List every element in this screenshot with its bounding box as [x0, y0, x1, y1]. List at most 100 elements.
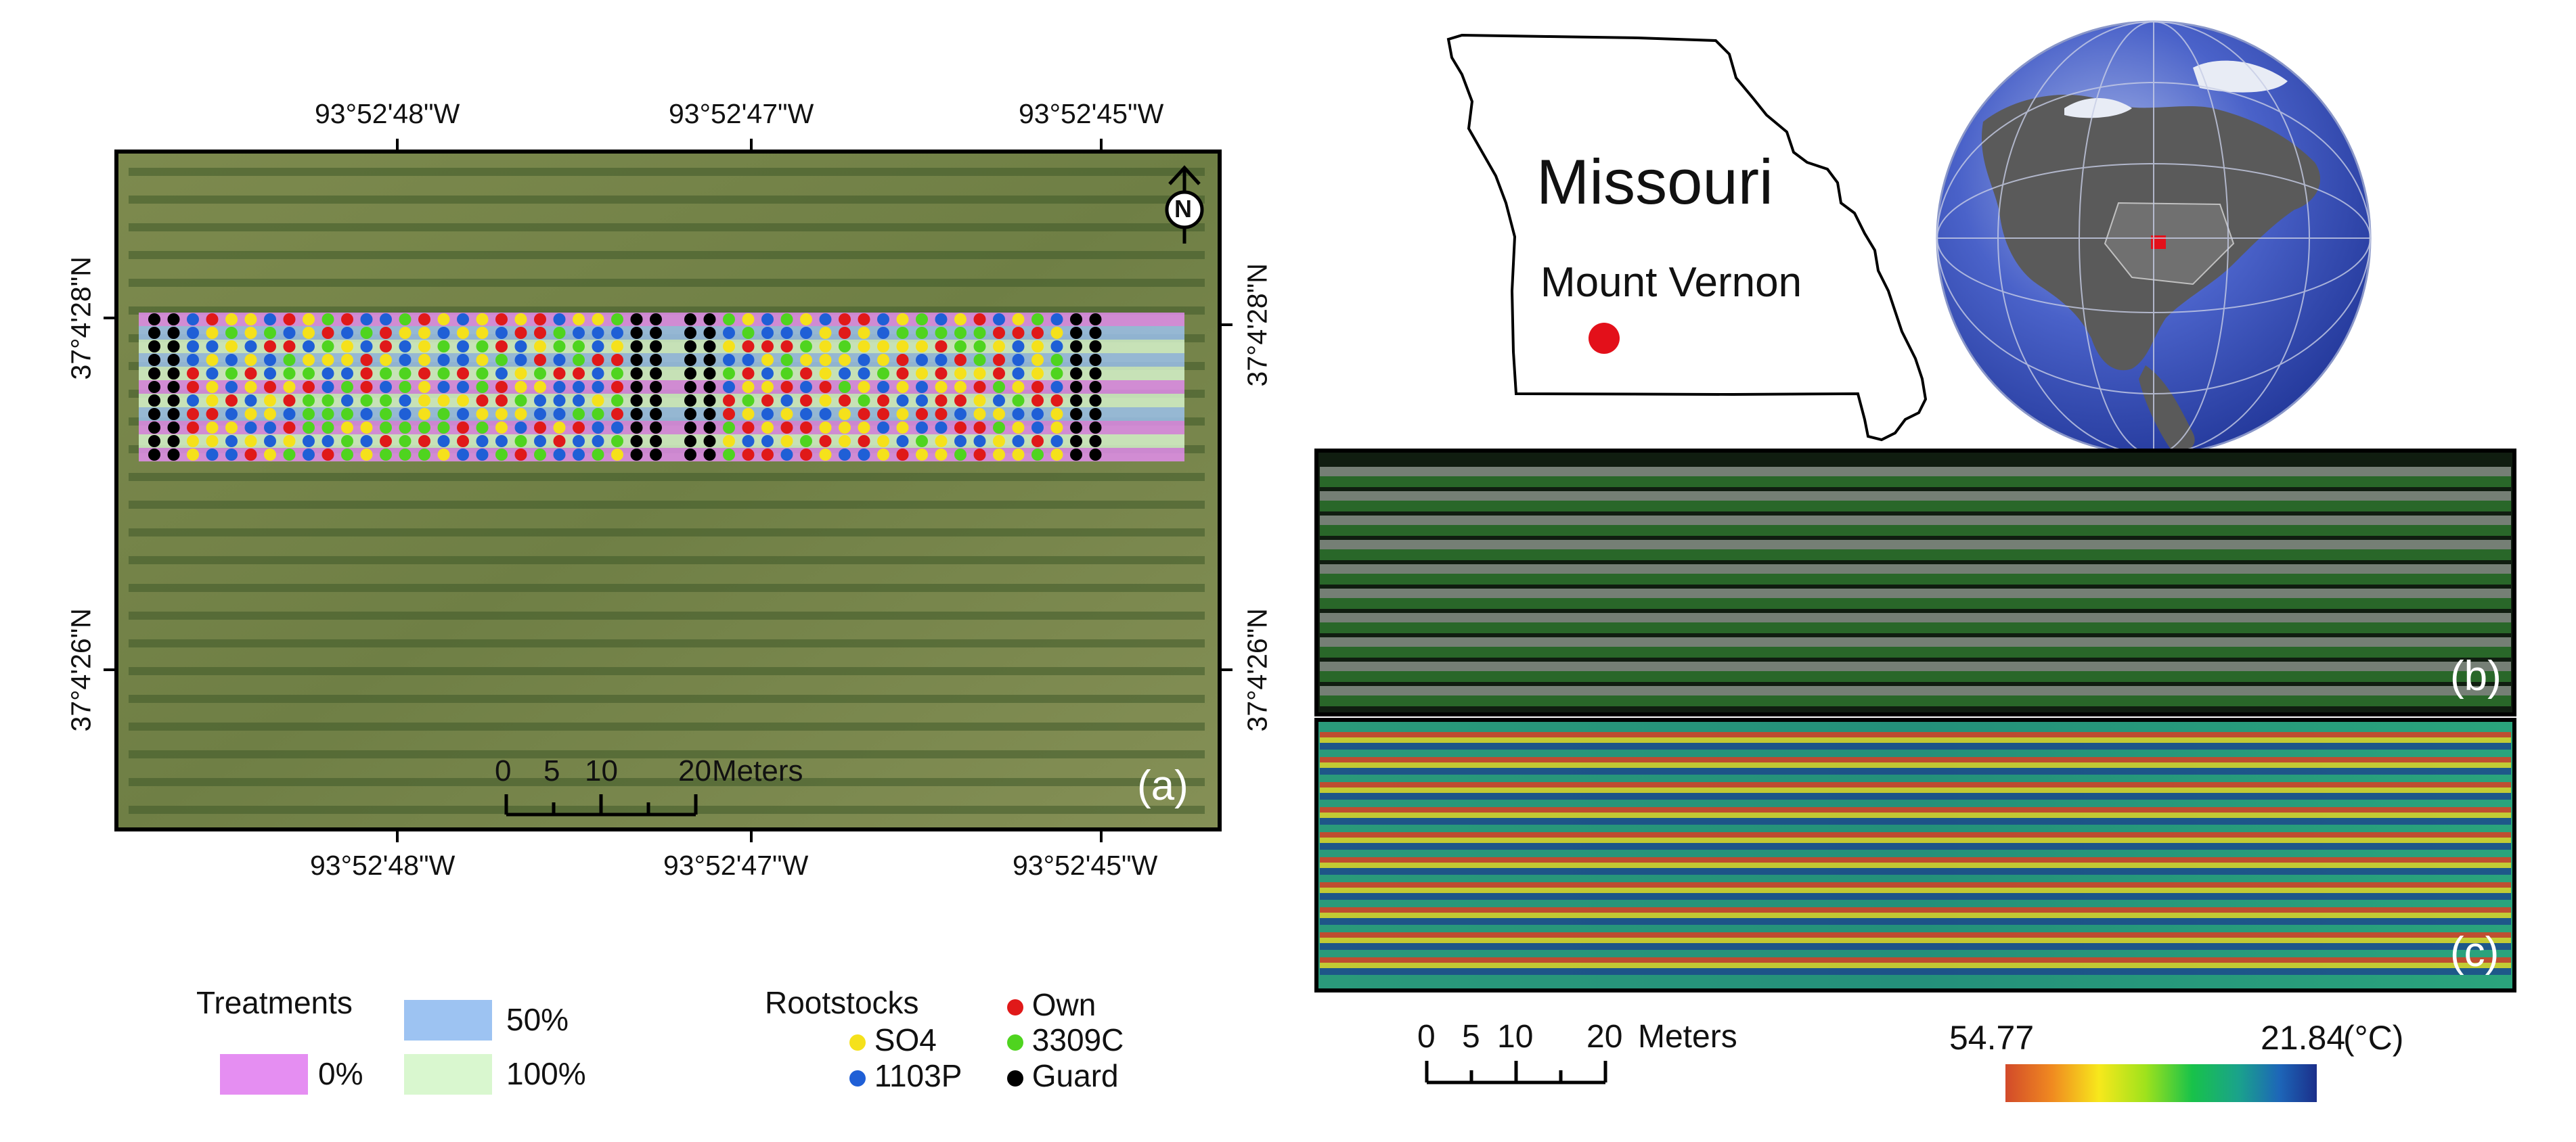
vine-dot	[858, 381, 870, 393]
vine-dot	[534, 340, 546, 352]
vine-dot	[1012, 340, 1025, 352]
vine-dot	[1050, 340, 1063, 352]
vine-dot	[1031, 340, 1044, 352]
vine-dot	[1050, 381, 1063, 393]
vine-dot	[684, 313, 696, 325]
vine-dot	[495, 340, 508, 352]
vine-dot	[206, 354, 219, 366]
vine-dot	[1050, 408, 1063, 420]
vine-dot	[148, 449, 160, 461]
vine-dot	[514, 421, 527, 434]
vine-dot	[534, 313, 546, 325]
vine-dot	[935, 327, 948, 339]
vine-dot	[954, 367, 967, 380]
vine-dot	[611, 354, 623, 366]
vine-dot	[684, 367, 696, 380]
vine-dot	[611, 435, 623, 447]
scale-a-tick-20: 20	[678, 754, 711, 787]
vine-dot	[896, 340, 909, 352]
vine-dot	[1089, 408, 1102, 420]
vine-dot	[896, 408, 909, 420]
vine-dot	[437, 394, 450, 407]
vine-dot	[935, 449, 948, 461]
vine-dot	[1089, 421, 1102, 434]
vine-dot	[650, 367, 662, 380]
panel-b-image	[1314, 449, 2516, 716]
lat-label-left-1: 37°4'28"N	[65, 256, 97, 380]
vine-dot	[321, 313, 334, 325]
vine-dot	[819, 435, 832, 447]
vine-dot	[630, 381, 643, 393]
vine-dot	[650, 394, 662, 407]
vine-dot	[573, 367, 585, 380]
vine-dot	[839, 367, 851, 380]
vine-dot	[476, 327, 489, 339]
vine-dot	[592, 340, 604, 352]
colorbar-max: 54.77	[1949, 1019, 2035, 1057]
vine-dot	[341, 449, 353, 461]
vine-dot	[592, 394, 604, 407]
vine-dot	[187, 421, 199, 434]
vine-dot	[244, 421, 257, 434]
vine-dot	[534, 435, 546, 447]
vine-dot	[896, 381, 909, 393]
vine-dot	[684, 449, 696, 461]
panel-a-ticks	[104, 139, 1233, 842]
vine-dot	[225, 313, 238, 325]
vine-dot	[167, 340, 180, 352]
vine-dot	[1031, 435, 1044, 447]
vine-dot	[244, 435, 257, 447]
vine-dot	[973, 313, 986, 325]
vine-dot	[703, 327, 716, 339]
rootstock-guard: Guard	[1007, 1057, 1119, 1094]
vine-dot	[380, 313, 392, 325]
vine-dot	[800, 435, 812, 447]
vine-dot	[206, 340, 219, 352]
vine-dot	[630, 327, 643, 339]
vine-dot	[684, 394, 696, 407]
vine-dot	[437, 421, 450, 434]
vine-dot	[1070, 408, 1082, 420]
vine-dot	[457, 408, 469, 420]
vine-dot	[380, 449, 392, 461]
vine-dot	[495, 313, 508, 325]
vine-dot	[858, 354, 870, 366]
vine-dot	[1089, 381, 1102, 393]
panel-a-scale-bar	[504, 794, 698, 817]
treatment-swatches	[220, 1000, 492, 1095]
vine-dot	[341, 394, 353, 407]
vine-dot	[360, 381, 373, 393]
vine-dot	[742, 354, 755, 366]
vine-dot	[819, 367, 832, 380]
vine-dot	[303, 381, 315, 393]
vine-dot	[742, 340, 755, 352]
vine-dot	[877, 435, 889, 447]
vine-dot	[973, 367, 986, 380]
vine-dot	[973, 435, 986, 447]
vine-dot	[495, 449, 508, 461]
vine-dot	[457, 421, 469, 434]
vine-dot	[839, 408, 851, 420]
vine-dot	[703, 313, 716, 325]
vine-dot	[954, 408, 967, 420]
vine-dot	[592, 327, 604, 339]
vine-dot	[1089, 340, 1102, 352]
rootstock-3309c-label: 3309C	[1031, 1022, 1124, 1057]
vine-dot	[476, 354, 489, 366]
vine-dot	[1031, 381, 1044, 393]
vine-dot	[1031, 354, 1044, 366]
vine-dot	[264, 313, 276, 325]
vine-dot	[1089, 313, 1102, 325]
vine-dot	[935, 367, 948, 380]
vine-dot	[573, 313, 585, 325]
panel-a-label: (a)	[1137, 762, 1189, 809]
rootstock-so4: SO4	[849, 1022, 937, 1058]
vine-dot	[1070, 313, 1082, 325]
vine-dot	[742, 313, 755, 325]
vine-dot	[341, 381, 353, 393]
vine-dot	[684, 421, 696, 434]
vine-dot	[380, 367, 392, 380]
vine-dot	[225, 408, 238, 420]
vine-dot	[742, 421, 755, 434]
vine-dot	[418, 381, 430, 393]
